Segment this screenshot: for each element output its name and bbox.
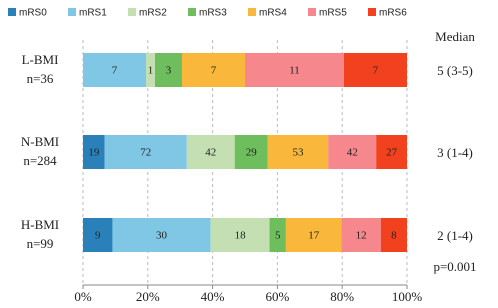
x-tick-label: 20% (136, 289, 160, 304)
value-label: 7 (112, 65, 118, 77)
legend-swatch (8, 8, 16, 16)
value-label: 29 (246, 147, 258, 159)
value-label: 1 (148, 65, 154, 77)
legend-swatch (188, 8, 196, 16)
bar-segment (146, 53, 155, 87)
value-label: 11 (289, 65, 300, 77)
x-tick-label: 60% (265, 289, 289, 304)
bar-segment (182, 53, 245, 87)
value-label: 17 (308, 230, 320, 242)
bar-segment (245, 53, 344, 87)
median-label: 3 (1-4) (437, 145, 473, 160)
bar-segment (186, 135, 235, 169)
bar-segment (83, 53, 146, 87)
legend-swatch (68, 8, 76, 16)
value-label: 8 (391, 230, 397, 242)
legend-label: mRS1 (79, 8, 107, 19)
bar-segment (269, 218, 286, 252)
category-label: H-BMI (21, 217, 59, 232)
legend-swatch (248, 8, 256, 16)
category-sublabel: n=284 (23, 153, 57, 168)
legend-label: mRS0 (19, 8, 47, 19)
bar-segment (83, 135, 105, 169)
value-label: 72 (140, 147, 151, 159)
category-sublabel: n=36 (27, 71, 54, 86)
bar-segment (285, 218, 342, 252)
legend-swatch (308, 8, 316, 16)
value-label: 7 (373, 65, 379, 77)
x-tick-label: 80% (330, 289, 354, 304)
x-tick-label: 100% (392, 289, 423, 304)
bar-segment (112, 218, 211, 252)
legend-label: mRS4 (259, 8, 287, 19)
legend-label: mRS2 (139, 8, 167, 19)
value-label: 18 (235, 230, 247, 242)
value-label: 19 (88, 147, 100, 159)
legend-swatch (128, 8, 136, 16)
median-label: 5 (3-5) (437, 63, 473, 78)
value-label: 9 (95, 230, 101, 242)
legend-label: mRS5 (319, 8, 347, 19)
bar-segment (83, 218, 113, 252)
value-label: 7 (211, 65, 217, 77)
value-label: 30 (156, 230, 168, 242)
legend-label: mRS6 (379, 8, 407, 19)
p-value: p=0.001 (433, 259, 476, 274)
value-label: 42 (347, 147, 358, 159)
category-sublabel: n=99 (27, 236, 54, 251)
median-label: 2 (1-4) (437, 228, 473, 243)
bar-segment (380, 218, 407, 252)
category-label: N-BMI (21, 134, 59, 149)
bar-segment (344, 53, 407, 87)
value-label: 42 (205, 147, 216, 159)
bar-segment (155, 53, 182, 87)
bar-segment (267, 135, 329, 169)
value-label: 5 (275, 230, 281, 242)
legend-swatch (368, 8, 376, 16)
median-header: Median (435, 29, 475, 44)
value-label: 53 (293, 147, 305, 159)
bar-segment (376, 135, 407, 169)
bar-segment (341, 218, 381, 252)
bar-segment (210, 218, 270, 252)
legend-label: mRS3 (199, 8, 227, 19)
value-label: 27 (386, 147, 398, 159)
category-label: L-BMI (22, 52, 59, 67)
value-label: 12 (356, 230, 367, 242)
x-tick-label: 40% (201, 289, 225, 304)
bar-segment (104, 135, 187, 169)
x-tick-label: 0% (74, 289, 92, 304)
bar-segment (328, 135, 377, 169)
value-label: 3 (166, 65, 172, 77)
bar-segment (234, 135, 268, 169)
